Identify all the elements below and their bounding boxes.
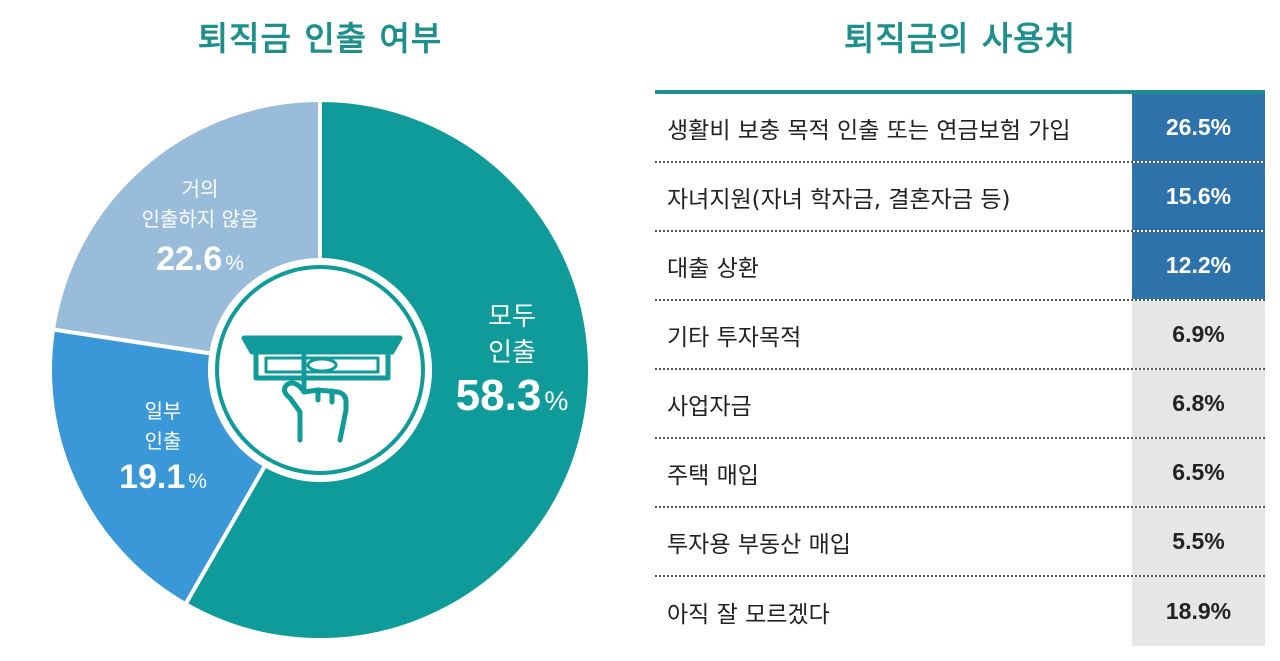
- slice-label: 인출하지 않음: [142, 207, 259, 231]
- row-label: 투자용 부동산 매입: [667, 531, 851, 558]
- table-row: 자녀지원(자녀 학자금, 결혼자금 등) 15.6%: [655, 163, 1265, 232]
- row-label: 생활비 보충 목적 인출 또는 연금보험 가입: [667, 117, 1071, 144]
- slice-value: 58.3%: [456, 371, 569, 420]
- table-row: 기타 투자목적 6.9%: [655, 301, 1265, 370]
- pie-chart-title: 퇴직금 인출 여부: [197, 19, 443, 58]
- row-value: 15.6%: [1132, 163, 1265, 230]
- row-value: 6.8%: [1132, 370, 1265, 437]
- table-title: 퇴직금의 사용처: [843, 19, 1076, 58]
- pie-center-circle: [215, 265, 425, 475]
- row-label: 사업자금: [667, 393, 752, 420]
- slice-label: 거의: [182, 177, 219, 201]
- usage-table: 생활비 보충 목적 인출 또는 연금보험 가입 26.5% 자녀지원(자녀 학자금…: [655, 90, 1265, 646]
- row-value: 6.9%: [1132, 301, 1265, 368]
- row-value: 12.2%: [1132, 232, 1265, 299]
- table-row: 투자용 부동산 매입 5.5%: [655, 508, 1265, 577]
- row-label: 자녀지원(자녀 학자금, 결혼자금 등): [667, 186, 1011, 213]
- row-label: 대출 상환: [667, 255, 759, 282]
- slice-value: 22.6%: [156, 240, 244, 278]
- slice-label: 모두: [488, 302, 536, 332]
- row-value: 18.9%: [1132, 577, 1265, 646]
- slice-label: 인출: [145, 429, 182, 453]
- table-row: 사업자금 6.8%: [655, 370, 1265, 439]
- cash-withdrawal-hand-icon: [241, 335, 403, 443]
- table-row: 아직 잘 모르겠다 18.9%: [655, 577, 1265, 646]
- slice-label: 일부: [145, 399, 182, 423]
- row-label: 기타 투자목적: [667, 324, 802, 351]
- row-value: 6.5%: [1132, 439, 1265, 506]
- table-row: 생활비 보충 목적 인출 또는 연금보험 가입 26.5%: [655, 94, 1265, 163]
- table-row: 주택 매입 6.5%: [655, 439, 1265, 508]
- row-value: 5.5%: [1132, 508, 1265, 575]
- row-label: 주택 매입: [667, 462, 759, 489]
- row-value: 26.5%: [1132, 94, 1265, 161]
- slice-label: 인출: [488, 338, 536, 368]
- slice-value: 19.1%: [119, 458, 207, 496]
- table-row: 대출 상환 12.2%: [655, 232, 1265, 301]
- row-label: 아직 잘 모르겠다: [667, 601, 830, 628]
